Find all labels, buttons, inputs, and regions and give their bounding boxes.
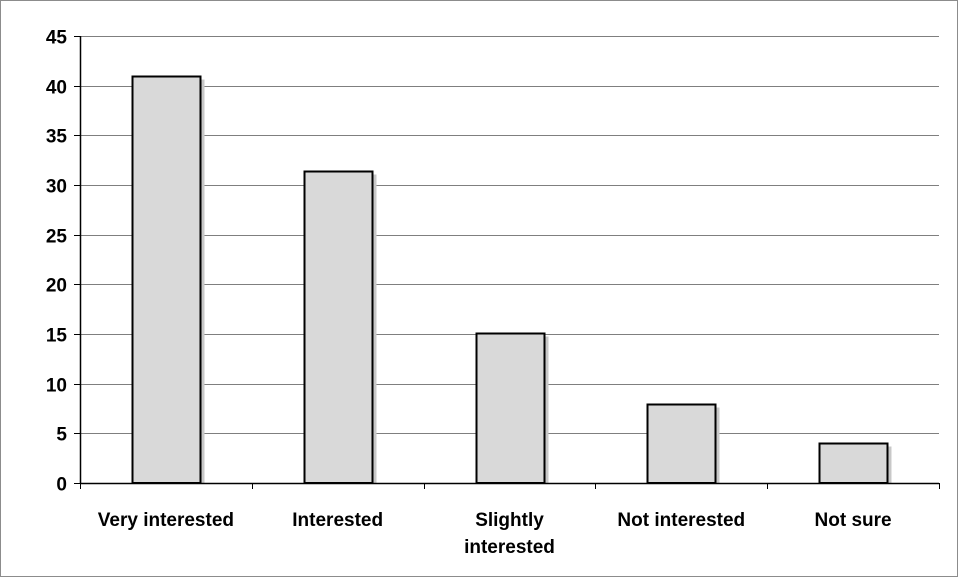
bars — [131, 75, 892, 484]
y-tick-labels: 0 5 10 15 20 25 30 35 40 45 — [46, 28, 68, 496]
bar — [475, 332, 546, 484]
bar — [818, 442, 889, 484]
x-category-label: Interested — [292, 510, 383, 531]
y-tick-label: 20 — [46, 276, 67, 297]
axes — [74, 36, 940, 489]
y-tick-label: 35 — [46, 127, 68, 148]
y-tick-label: 30 — [46, 177, 67, 198]
x-category-label: Very interested — [98, 510, 234, 531]
bar — [131, 75, 202, 484]
x-category-label: Not interested — [617, 510, 745, 531]
y-tick-label: 10 — [46, 376, 67, 397]
x-category-label: Not sure — [815, 510, 892, 531]
bar — [303, 170, 374, 484]
x-category-labels: Very interested Interested Slightly interes… — [98, 510, 892, 558]
y-tick-label: 5 — [56, 425, 67, 446]
bar — [646, 403, 717, 484]
x-category-label: interested — [464, 537, 555, 558]
y-tick-label: 45 — [46, 28, 68, 49]
y-tick-label: 0 — [56, 475, 67, 496]
y-tick-label: 40 — [46, 78, 67, 99]
y-tick-label: 25 — [46, 227, 68, 248]
gridlines — [80, 36, 939, 434]
y-tick-label: 15 — [46, 326, 68, 347]
x-category-label: Slightly — [475, 510, 544, 531]
